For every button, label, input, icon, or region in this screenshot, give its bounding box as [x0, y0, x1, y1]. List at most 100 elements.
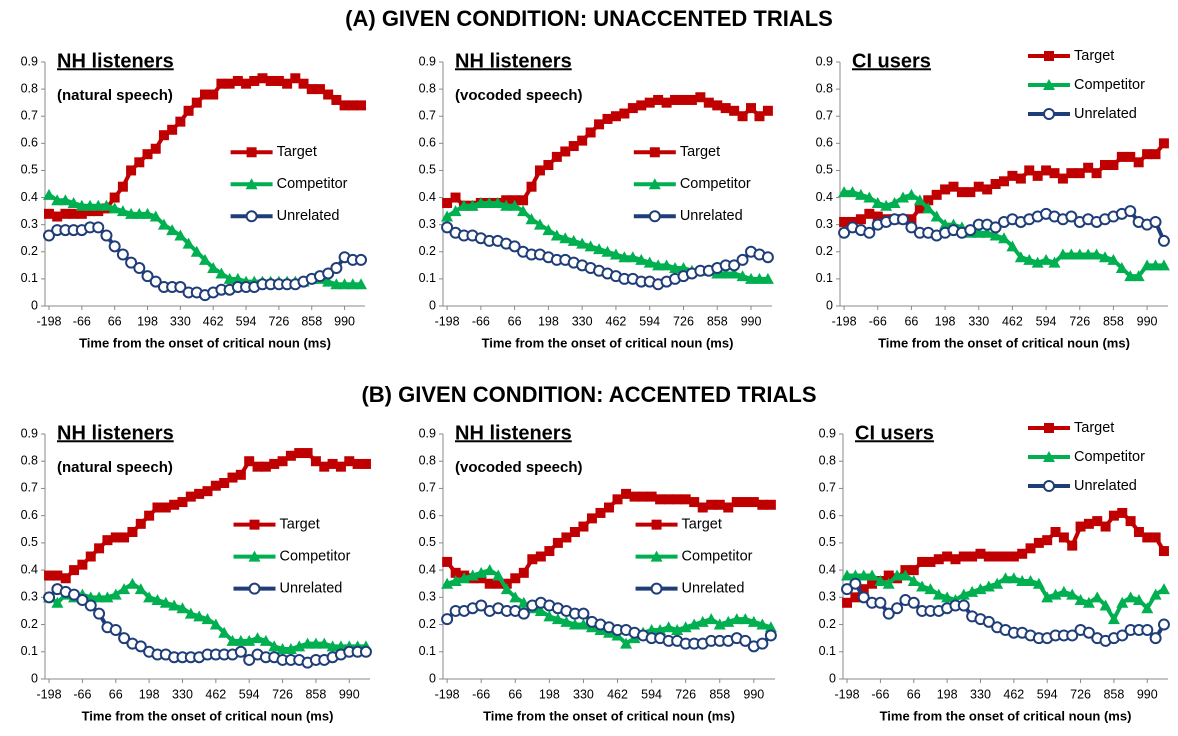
marker — [982, 615, 995, 628]
marker — [67, 196, 80, 208]
legend-label: Target — [680, 144, 720, 160]
legend-label: Competitor — [277, 176, 348, 192]
marker — [942, 551, 953, 562]
marker — [1024, 575, 1037, 586]
marker — [1032, 170, 1043, 181]
marker — [602, 113, 613, 124]
marker — [450, 567, 461, 578]
marker — [723, 502, 734, 513]
marker — [965, 187, 976, 198]
marker — [174, 229, 187, 241]
marker — [669, 262, 682, 274]
marker — [193, 610, 206, 622]
marker — [846, 186, 859, 198]
marker — [209, 618, 222, 630]
y-tick-label: 0.3 — [21, 217, 38, 231]
x-tick-label: 330 — [573, 687, 594, 701]
marker — [1008, 551, 1019, 562]
marker — [930, 210, 943, 222]
marker — [202, 486, 213, 497]
panel-subtitle: (natural speech) — [57, 87, 173, 104]
y-tick-label: 0.9 — [816, 54, 833, 68]
y-tick-label: 0.7 — [21, 481, 38, 495]
marker — [60, 573, 71, 584]
marker — [841, 569, 854, 581]
marker — [604, 502, 614, 513]
marker — [989, 221, 1002, 234]
marker — [719, 267, 732, 279]
marker — [764, 621, 777, 633]
marker — [1091, 168, 1102, 179]
marker — [653, 94, 664, 105]
marker — [857, 569, 870, 581]
x-tick-label: -66 — [871, 687, 889, 701]
marker — [1125, 516, 1136, 527]
marker — [133, 262, 146, 275]
marker — [1132, 594, 1145, 606]
marker — [94, 543, 105, 554]
marker — [998, 232, 1010, 244]
marker — [1049, 168, 1060, 179]
marker — [42, 229, 55, 242]
legend-label: Competitor — [1074, 77, 1145, 93]
y-tick-label: 0.6 — [419, 508, 436, 522]
x-tick-label: -66 — [472, 314, 490, 328]
marker — [703, 97, 714, 108]
marker — [1117, 507, 1128, 518]
marker — [352, 458, 363, 469]
x-tick-label: 462 — [1002, 314, 1023, 328]
marker — [649, 147, 660, 158]
panel-title: CI users — [855, 422, 934, 444]
marker — [108, 202, 121, 214]
marker — [141, 207, 154, 219]
marker — [201, 613, 214, 625]
marker — [42, 188, 55, 200]
marker — [872, 211, 883, 222]
marker — [52, 570, 63, 581]
marker — [441, 221, 454, 234]
marker — [1057, 173, 1068, 184]
x-tick-label: 990 — [339, 687, 360, 701]
marker — [748, 497, 759, 508]
marker — [660, 259, 673, 271]
marker — [231, 272, 244, 284]
panel: 0 0.1 0.2 0.3 0.4 0.5 0.6 0.7 0.8 0.9 -198 -66 66 198… — [21, 422, 372, 723]
y-tick-label: 0.2 — [21, 244, 38, 258]
marker — [175, 116, 186, 127]
marker — [449, 205, 462, 217]
marker — [243, 653, 256, 666]
marker — [517, 607, 530, 620]
marker — [981, 226, 994, 238]
marker — [226, 634, 239, 646]
marker — [535, 551, 546, 562]
marker — [739, 613, 752, 625]
marker — [1141, 602, 1154, 614]
marker — [1067, 540, 1078, 551]
section-title: (B) GIVEN CONDITION: ACCENTED TRIALS — [361, 382, 816, 407]
y-tick-label: 0.8 — [419, 454, 436, 468]
marker — [93, 206, 104, 217]
marker — [355, 253, 368, 266]
marker — [1048, 256, 1061, 268]
marker — [896, 213, 909, 226]
legend-label: Competitor — [680, 176, 751, 192]
x-tick-label: -198 — [36, 314, 61, 328]
marker — [933, 554, 944, 565]
x-tick-label: -198 — [832, 314, 857, 328]
x-tick-label: -66 — [73, 314, 91, 328]
marker — [551, 613, 564, 625]
marker — [1065, 248, 1078, 260]
marker — [697, 502, 708, 513]
marker — [551, 151, 562, 162]
panel: 0 0.1 0.2 0.3 0.4 0.5 0.6 0.7 0.8 0.9 -198 -66 66 198… — [419, 422, 777, 723]
x-axis-label: Time from the onset of critical noun (ms… — [880, 708, 1132, 723]
marker — [323, 89, 334, 100]
marker — [327, 458, 338, 469]
marker — [661, 97, 672, 108]
x-tick-label: 594 — [641, 687, 662, 701]
marker — [619, 108, 630, 119]
marker — [1107, 253, 1120, 265]
panel: 0 0.1 0.2 0.3 0.4 0.5 0.6 0.7 0.8 0.9 -198 -66 66 198… — [21, 50, 368, 350]
marker — [184, 607, 197, 619]
marker — [191, 97, 202, 108]
